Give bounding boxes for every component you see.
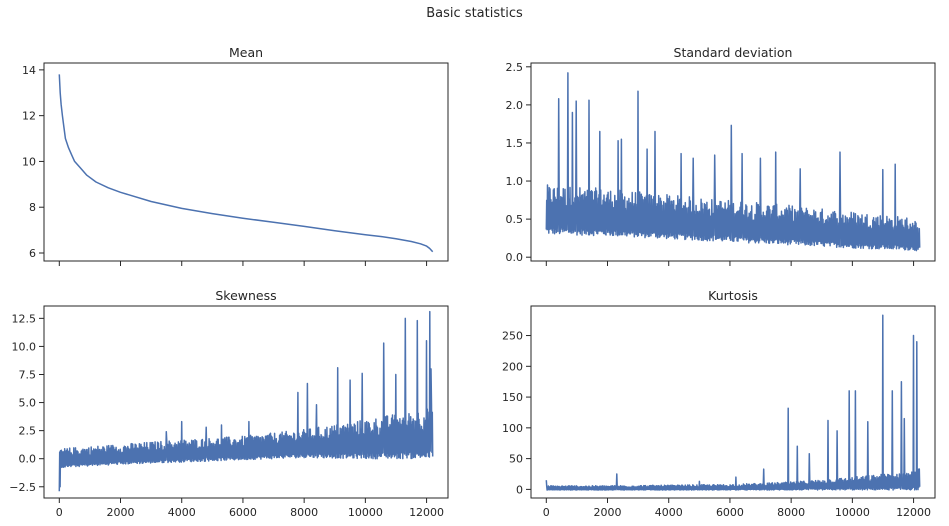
std-y-tick-label: 2.0 (506, 99, 524, 112)
skewness-x-tick-label: 12000 (409, 506, 444, 519)
std-y-tick-label: 2.5 (506, 61, 524, 74)
kurtosis-title: Kurtosis (708, 288, 758, 303)
kurtosis-axes-frame (530, 305, 936, 499)
mean-series-line (58, 74, 434, 253)
mean-y-tick-label: 8 (29, 201, 36, 214)
skewness-y-tick-label: 12.5 (12, 312, 37, 325)
kurtosis-y-tick-label: 200 (502, 360, 523, 373)
std-y-tick-label: 1.0 (506, 175, 524, 188)
std-series-line (545, 72, 921, 252)
mean-y-tick-label: 14 (22, 64, 36, 77)
kurtosis-x-tick-label: 2000 (594, 506, 622, 519)
skewness-x-tick-label: 4000 (168, 506, 196, 519)
kurtosis-y-tick-label: 50 (509, 453, 523, 466)
kurtosis-y-tick-label: 0 (516, 483, 523, 496)
kurtosis-x-tick-label: 6000 (716, 506, 744, 519)
kurtosis-x-tick-label: 0 (543, 506, 550, 519)
mean-y-tick-label: 10 (22, 155, 36, 168)
kurtosis-x-tick-label: 10000 (835, 506, 870, 519)
kurtosis-x-tick-label: 8000 (777, 506, 805, 519)
mean-y-tick-label: 12 (22, 110, 36, 123)
skewness-y-tick-label: 7.5 (19, 368, 37, 381)
std-y-tick-label: 1.5 (506, 137, 524, 150)
skewness-x-tick-label: 0 (56, 506, 63, 519)
skewness-y-tick-label: −2.5 (9, 481, 36, 494)
mean-axes-frame (43, 62, 449, 262)
skewness-title: Skewness (215, 288, 276, 303)
mean-title: Mean (229, 45, 263, 60)
std-y-tick-label: 0.0 (506, 251, 524, 264)
mean-panel: Mean 6 8 10 12 14 (22, 45, 449, 266)
skewness-y-tick-label: 2.5 (19, 425, 37, 438)
kurtosis-y-tick-label: 100 (502, 422, 523, 435)
std-axes-frame (530, 62, 936, 262)
kurtosis-y-tick-label: 250 (502, 330, 523, 343)
kurtosis-x-tick-label: 12000 (896, 506, 931, 519)
skewness-y-tick-label: 0.0 (19, 453, 37, 466)
std-title: Standard deviation (674, 45, 793, 60)
skewness-axes-frame (43, 305, 449, 499)
skewness-x-tick-label: 8000 (290, 506, 318, 519)
skewness-y-tick-label: 10.0 (12, 340, 37, 353)
skewness-x-tick-label: 6000 (229, 506, 257, 519)
skewness-x-tick-label: 2000 (107, 506, 135, 519)
mean-y-tick-label: 6 (29, 247, 36, 260)
skewness-y-tick-label: 5.0 (19, 397, 37, 410)
skewness-x-tick-label: 10000 (348, 506, 383, 519)
skewness-panel: Skewness 0 2000 4000 6000 8000 10000 12000 −2.5 0… (9, 288, 449, 519)
std-y-tick-label: 0.5 (506, 213, 524, 226)
kurtosis-panel: Kurtosis 0 2000 4000 6000 8000 10000 12000 0 50 10… (502, 288, 936, 519)
skewness-series-line (58, 310, 434, 492)
kurtosis-x-tick-label: 4000 (655, 506, 683, 519)
kurtosis-y-tick-label: 150 (502, 391, 523, 404)
std-panel: Standard deviation 0.0 0.5 1.0 1.5 2.0 2.5 (506, 45, 936, 266)
kurtosis-series-line (545, 314, 921, 491)
figure-suptitle: Basic statistics (426, 6, 523, 21)
